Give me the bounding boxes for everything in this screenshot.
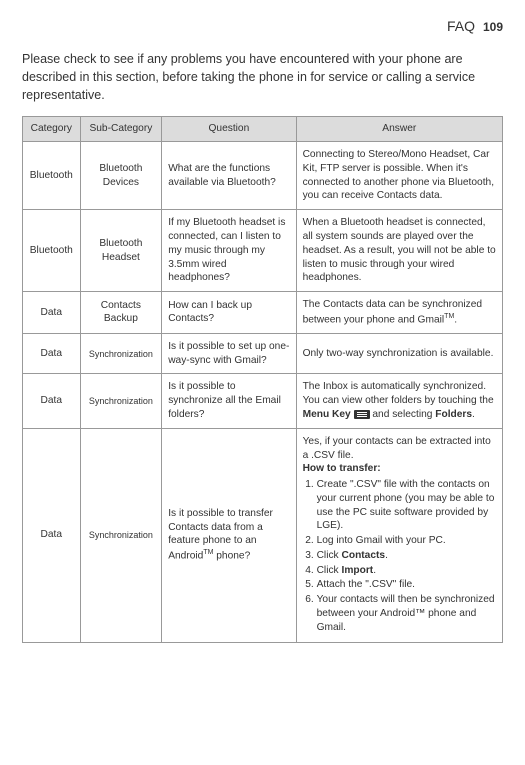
cell-subcategory: Contacts Backup	[80, 292, 162, 334]
cell-answer: Yes, if your contacts can be extracted i…	[296, 428, 502, 642]
list-item: Create ".CSV" file with the contacts on …	[317, 478, 496, 533]
table-header-row: Category Sub-Category Question Answer	[23, 117, 503, 142]
list-item: Your contacts will then be synchronized …	[317, 593, 496, 634]
cell-subcategory: Synchronization	[80, 374, 162, 428]
cell-category: Data	[23, 333, 81, 374]
cell-subcategory: Synchronization	[80, 333, 162, 374]
cell-subcategory: Synchronization	[80, 428, 162, 642]
page-number: 109	[483, 20, 503, 34]
table-row: DataSynchronizationIs it possible to set…	[23, 333, 503, 374]
cell-category: Data	[23, 374, 81, 428]
table-row: DataSynchronizationIs it possible to syn…	[23, 374, 503, 428]
table-row: BluetoothBluetooth HeadsetIf my Bluetoot…	[23, 210, 503, 292]
th-subcategory: Sub-Category	[80, 117, 162, 142]
table-row: DataSynchronizationIs it possible to tra…	[23, 428, 503, 642]
cell-answer: Connecting to Stereo/Mono Headset, Car K…	[296, 142, 502, 210]
list-item: Click Import.	[317, 564, 496, 578]
list-item: Log into Gmail with your PC.	[317, 534, 496, 548]
list-item: Click Contacts.	[317, 549, 496, 563]
bold-text: Import	[341, 565, 373, 576]
cell-category: Bluetooth	[23, 142, 81, 210]
cell-question: Is it possible to transfer Contacts data…	[162, 428, 296, 642]
bold-text: How to transfer:	[303, 463, 381, 474]
cell-question: Is it possible to synchronize all the Em…	[162, 374, 296, 428]
table-row: DataContacts BackupHow can I back up Con…	[23, 292, 503, 334]
cell-question: What are the functions available via Blu…	[162, 142, 296, 210]
bold-text: Folders	[435, 409, 472, 420]
cell-category: Data	[23, 292, 81, 334]
bold-text: Menu Key	[303, 409, 351, 420]
list-item: Attach the ".CSV" file.	[317, 578, 496, 592]
cell-category: Bluetooth	[23, 210, 81, 292]
tm-mark: TM	[203, 549, 213, 556]
th-category: Category	[23, 117, 81, 142]
cell-question: If my Bluetooth headset is connected, ca…	[162, 210, 296, 292]
intro-text: Please check to see if any problems you …	[22, 50, 503, 104]
bold-text: Contacts	[341, 550, 385, 561]
answer-lead: Yes, if your contacts can be extracted i…	[303, 435, 496, 463]
table-body: BluetoothBluetooth DevicesWhat are the f…	[23, 142, 503, 642]
th-answer: Answer	[296, 117, 502, 142]
menu-key-icon	[354, 410, 370, 419]
th-question: Question	[162, 117, 296, 142]
cell-category: Data	[23, 428, 81, 642]
cell-subcategory: Bluetooth Devices	[80, 142, 162, 210]
cell-answer: The Inbox is automatically synchronized.…	[296, 374, 502, 428]
page-header: FAQ 109	[22, 18, 503, 34]
cell-question: How can I back up Contacts?	[162, 292, 296, 334]
cell-subcategory: Bluetooth Headset	[80, 210, 162, 292]
faq-table: Category Sub-Category Question Answer Bl…	[22, 116, 503, 642]
cell-answer: The Contacts data can be synchronized be…	[296, 292, 502, 334]
cell-answer: When a Bluetooth headset is connected, a…	[296, 210, 502, 292]
table-row: BluetoothBluetooth DevicesWhat are the f…	[23, 142, 503, 210]
header-title: FAQ	[447, 18, 475, 34]
cell-answer: Only two-way synchronization is availabl…	[296, 333, 502, 374]
cell-question: Is it possible to set up one-way-sync wi…	[162, 333, 296, 374]
tm-mark: TM	[444, 313, 454, 320]
how-to-label: How to transfer:	[303, 462, 496, 476]
transfer-steps: Create ".CSV" file with the contacts on …	[303, 478, 496, 634]
